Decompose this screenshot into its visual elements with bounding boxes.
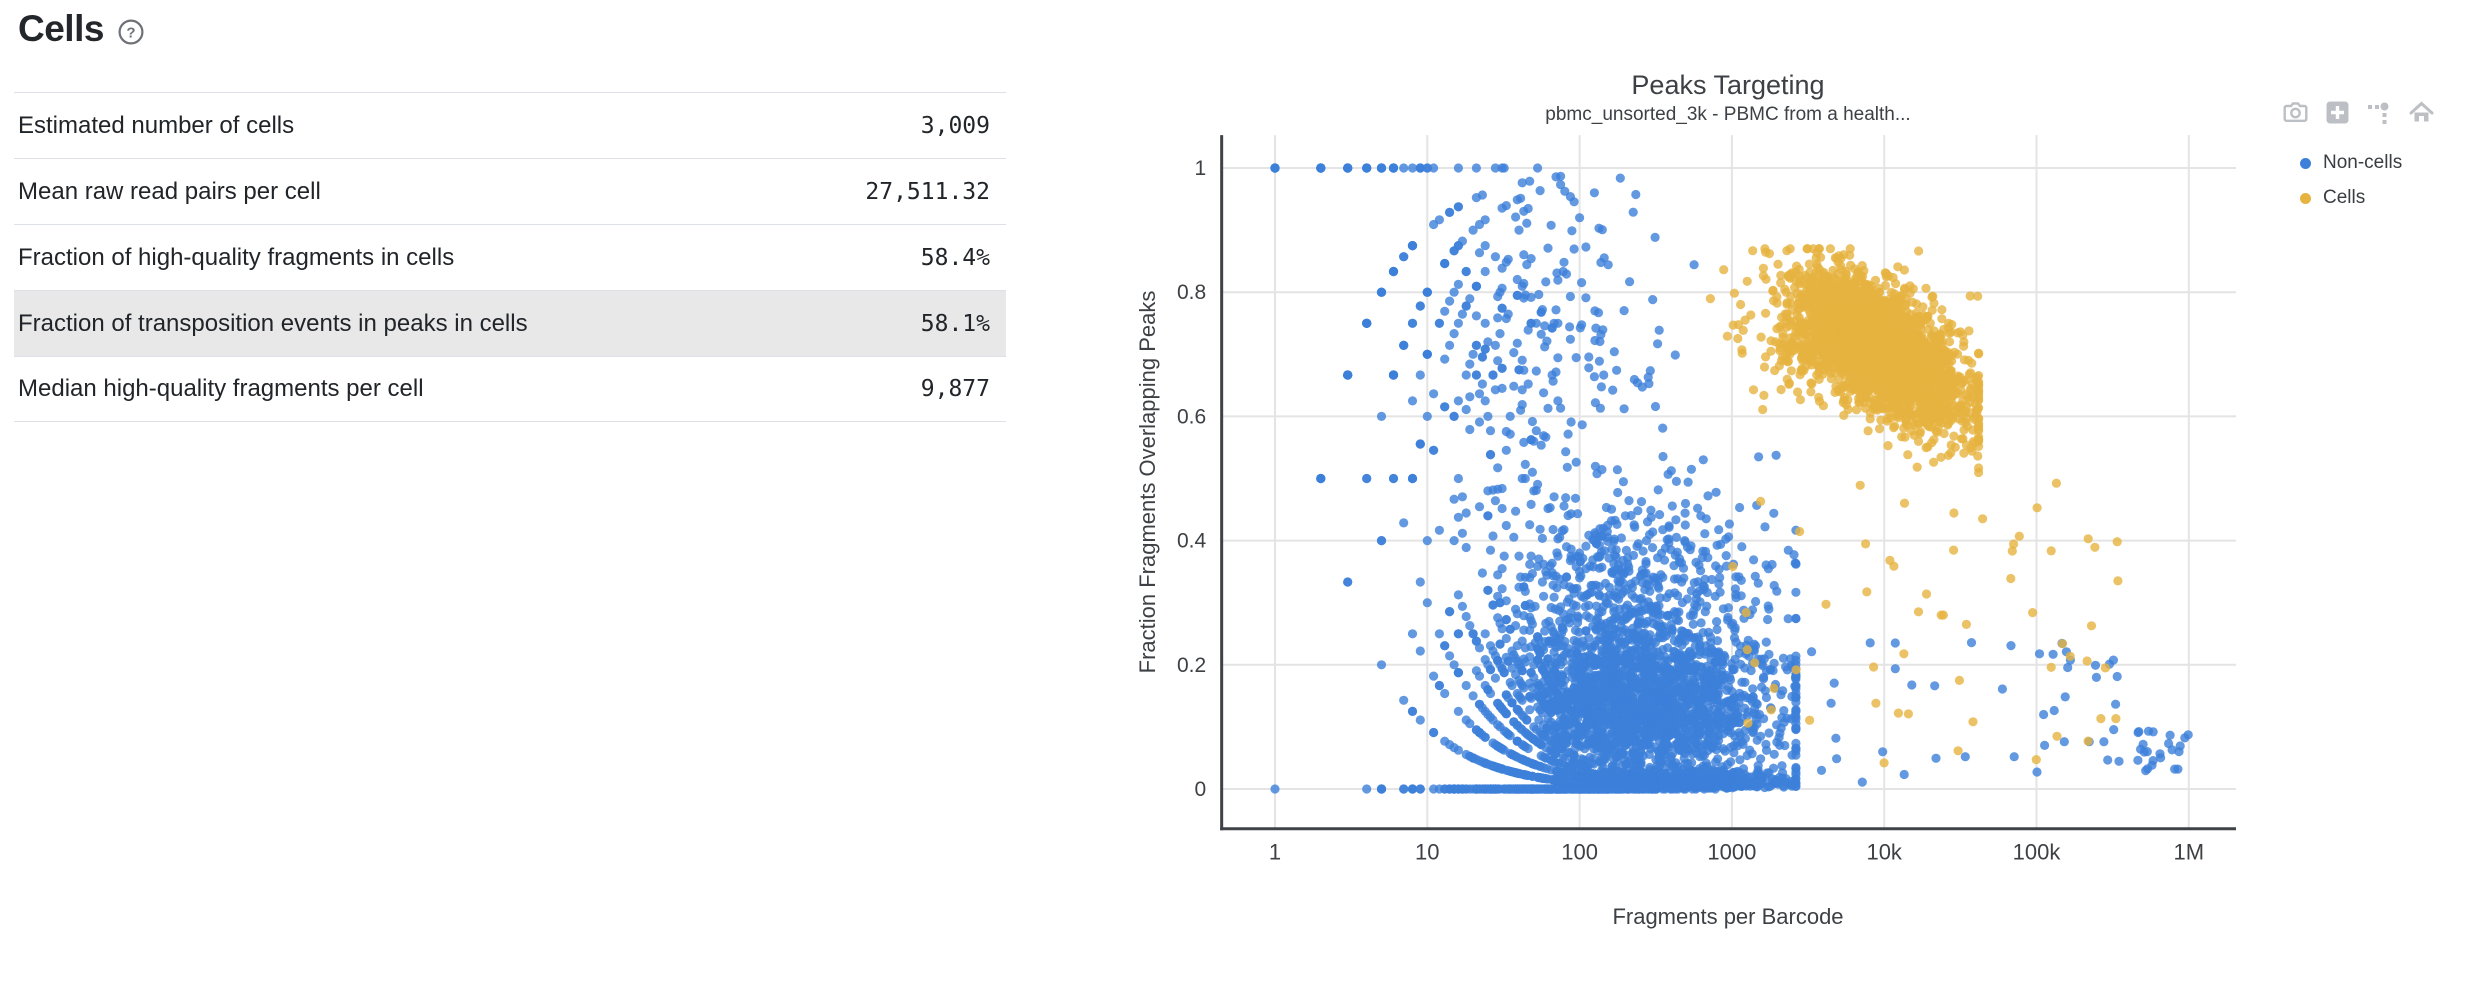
page-header: Cells ? [18,8,144,50]
metric-label: Estimated number of cells [18,111,295,139]
series-non-cells [1270,163,1801,794]
x-axis-title: Fragments per Barcode [1612,904,1844,929]
svg-text:?: ? [126,24,135,41]
camera-icon[interactable] [2283,100,2308,125]
x-tick-label: 10 [1415,840,1439,865]
legend-item-cells[interactable]: Cells [2300,187,2402,209]
toggle-spikelines-icon[interactable] [2367,100,2392,125]
x-tick-label: 1M [2174,840,2205,865]
x-tick-label: 1 [1269,840,1281,865]
metric-value: 27,511.32 [865,178,990,205]
metric-label: Fraction of transposition events in peak… [18,309,528,337]
metric-label: Fraction of high-quality fragments in ce… [18,243,455,271]
x-tick-label: 100k [2013,840,2062,865]
metric-label: Median high-quality fragments per cell [18,375,424,402]
plot-modebar [2283,100,2434,125]
x-tick-label: 1000 [1707,840,1756,865]
y-tick-label: 0.8 [1177,281,1206,304]
legend-item-non-cells[interactable]: Non-cells [2300,152,2402,174]
chart-legend: Non-cells Cells [2300,152,2402,209]
legend-label: Cells [2323,187,2366,208]
metric-row[interactable]: Fraction of transposition events in peak… [14,290,1006,356]
metric-row[interactable]: Fraction of high-quality fragments in ce… [14,224,1006,290]
metric-value: 3,009 [920,112,990,139]
legend-swatch [2300,192,2311,204]
help-icon[interactable]: ? [118,19,144,45]
metric-row[interactable]: Mean raw read pairs per cell 27,511.32 [14,158,1006,224]
chart-title: Peaks Targeting [1631,70,1825,100]
chart-subtitle: pbmc_unsorted_3k - PBMC from a health... [1545,104,1911,125]
legend-label: Non-cells [2323,152,2403,173]
page-title: Cells [18,8,104,49]
home-icon[interactable] [2409,100,2434,125]
series-non-cells [2133,726,2193,776]
y-tick-label: 0.6 [1177,405,1206,428]
metric-value: 58.1% [920,310,990,337]
y-tick-label: 1 [1194,157,1206,180]
y-tick-label: 0 [1194,778,1206,801]
legend-swatch [2300,157,2311,169]
metric-row[interactable]: Estimated number of cells 3,009 [14,92,1006,158]
metric-label: Mean raw read pairs per cell [18,177,321,205]
metric-value: 58.4% [920,244,990,271]
series-cells [1728,478,2123,768]
y-tick-label: 0.2 [1177,654,1206,677]
zoom-in-icon[interactable] [2325,100,2350,125]
metric-row[interactable]: Median high-quality fragments per cell 9,… [14,356,1006,422]
x-tick-label: 10k [1866,840,1902,865]
metric-value: 9,877 [920,376,990,402]
y-tick-label: 0.4 [1177,530,1207,553]
series-cells [1705,244,1984,478]
x-tick-label: 100 [1561,840,1598,865]
cells-metrics-table: Estimated number of cells 3,009 Mean raw r… [14,92,1006,422]
